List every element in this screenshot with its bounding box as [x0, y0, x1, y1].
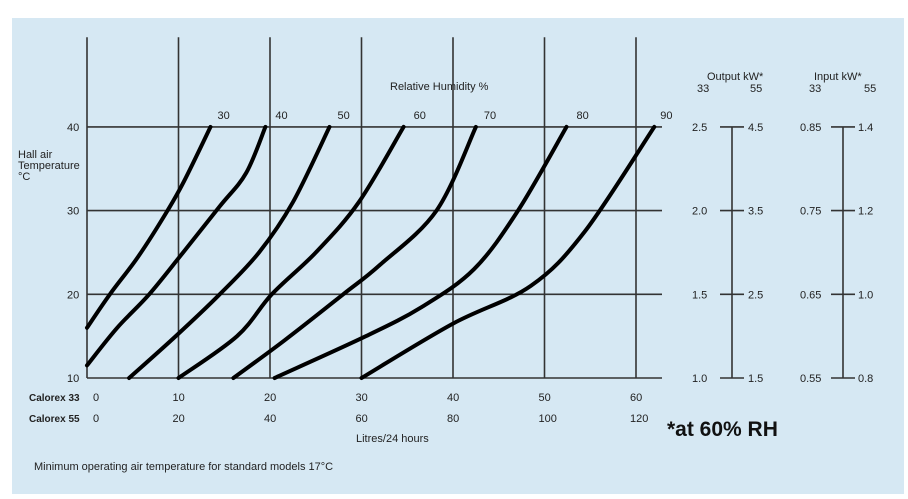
- output-scale-value-55: 3.5: [748, 206, 763, 218]
- x-tick-label-calorex-33: 60: [630, 392, 642, 404]
- rh-curve-label-60: 60: [414, 110, 426, 122]
- note: *at 60% RH: [667, 418, 778, 441]
- x-tick-label-calorex-33: 20: [264, 392, 276, 404]
- output-scale-value-33: 1.5: [692, 289, 707, 301]
- y-axis-title: Hall air Temperature °C: [18, 149, 83, 183]
- output-scale-col-33: 33: [697, 83, 709, 95]
- output-scale-value-55: 2.5: [748, 289, 763, 301]
- input-scale-col-33: 33: [809, 83, 821, 95]
- x-tick-label-calorex-55: 120: [630, 413, 648, 425]
- dehumidifier-performance-chart: Relative Humidity % Hall air Temperature…: [18, 37, 876, 473]
- legend-title: Relative Humidity %: [390, 81, 489, 93]
- y-axis-title-line2: Temperature: [18, 160, 80, 172]
- input-scale-title: Input kW*: [814, 71, 862, 83]
- x-axis-name-calorex-33: Calorex 33: [29, 393, 80, 404]
- output-scale-title: Output kW*: [707, 71, 764, 83]
- x-tick-label-calorex-55: 40: [264, 413, 276, 425]
- x-tick-label-calorex-33: 50: [539, 392, 551, 404]
- rh-curve-label-90: 90: [660, 110, 672, 122]
- y-tick-label: 40: [67, 122, 79, 134]
- x-tick-label-calorex-55: 20: [173, 413, 185, 425]
- rh-curve-80: [272, 124, 569, 380]
- x-axis-title: Litres/24 hours: [356, 433, 429, 445]
- rh-curve-90: [359, 124, 657, 380]
- x-tick-label-calorex-55: 80: [447, 413, 459, 425]
- rh-curve-30: [85, 124, 213, 330]
- output-scale-value-55: 4.5: [748, 122, 763, 134]
- output-scale-value-55: 1.5: [748, 373, 763, 385]
- y-tick-label: 20: [67, 289, 79, 301]
- footnote: Minimum operating air temperature for st…: [34, 461, 333, 473]
- input-scale-value-55: 0.8: [858, 373, 873, 385]
- x-axis-name-calorex-55: Calorex 55: [29, 414, 80, 425]
- input-scale-value-55: 1.0: [858, 289, 873, 301]
- x-tick-label-calorex-33: 10: [173, 392, 185, 404]
- input-scale-value-33: 0.55: [800, 373, 821, 385]
- x-tick-label-calorex-55: 0: [93, 413, 99, 425]
- output-scale-value-33: 2.5: [692, 122, 707, 134]
- y-tick-label: 10: [67, 373, 79, 385]
- rh-curve-70: [231, 124, 478, 380]
- output-scale-col-55: 55: [750, 83, 762, 95]
- chart-panel: Relative Humidity % Hall air Temperature…: [12, 18, 904, 494]
- rh-curve-label-40: 40: [275, 110, 287, 122]
- input-scale-value-55: 1.2: [858, 206, 873, 218]
- x-tick-label-calorex-55: 60: [356, 413, 368, 425]
- y-axis-title-line1: Hall air: [18, 149, 53, 161]
- rh-curve-50: [127, 124, 332, 380]
- y-tick-label: 30: [67, 206, 79, 218]
- x-tick-label-calorex-33: 0: [93, 392, 99, 404]
- x-tick-label-calorex-33: 30: [356, 392, 368, 404]
- input-scale-value-55: 1.4: [858, 122, 873, 134]
- rh-curve-label-70: 70: [484, 110, 496, 122]
- x-tick-label-calorex-33: 40: [447, 392, 459, 404]
- rh-curve-40: [85, 124, 268, 368]
- output-scale-value-33: 1.0: [692, 373, 707, 385]
- rh-curve-label-30: 30: [218, 110, 230, 122]
- x-tick-label-calorex-55: 100: [539, 413, 557, 425]
- output-scale-value-33: 2.0: [692, 206, 707, 218]
- rh-curve-60: [176, 124, 406, 380]
- input-scale-value-33: 0.65: [800, 289, 821, 301]
- input-scale-value-33: 0.85: [800, 122, 821, 134]
- rh-curve-label-80: 80: [576, 110, 588, 122]
- input-scale-value-33: 0.75: [800, 206, 821, 218]
- rh-curve-label-50: 50: [337, 110, 349, 122]
- y-axis-title-line3: °C: [18, 171, 30, 183]
- input-scale-col-55: 55: [864, 83, 876, 95]
